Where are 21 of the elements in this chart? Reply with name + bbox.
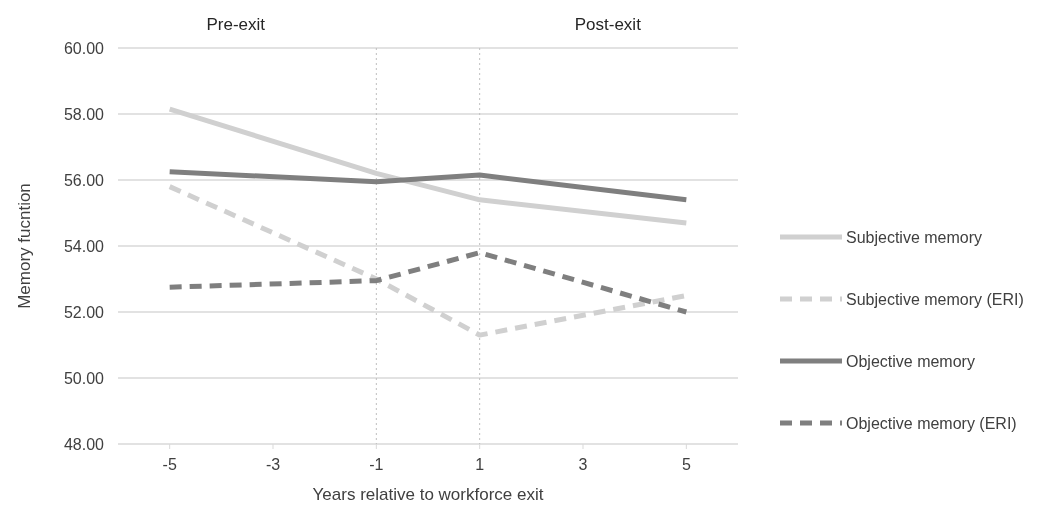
y-tick-label: 48.00 [63, 436, 105, 453]
x-tick-label: 5 [681, 456, 691, 473]
y-tick-label: 60.00 [63, 40, 105, 57]
legend-label: Subjective memory [846, 229, 983, 246]
y-axis-title: Memory fucntion [15, 183, 34, 309]
legend-label: Subjective memory (ERI) [846, 291, 1024, 308]
x-tick-label: 3 [578, 456, 588, 473]
x-tick-label: 1 [475, 456, 485, 473]
y-tick-label: 52.00 [63, 304, 105, 321]
x-tick-label: -5 [162, 456, 177, 473]
text: Post-exit [574, 15, 642, 34]
y-tick-label: 56.00 [63, 172, 105, 189]
text: Pre-exit [206, 15, 266, 34]
x-axis-title: Years relative to workforce exit [312, 485, 544, 504]
x-tick-label: -1 [369, 456, 384, 473]
y-tick-label: 54.00 [63, 238, 105, 255]
legend-label: Objective memory [846, 353, 975, 370]
legend-label: Objective memory (ERI) [846, 415, 1017, 432]
y-tick-label: 50.00 [63, 370, 105, 387]
x-tick-label: -3 [265, 456, 281, 473]
y-tick-label: 58.00 [63, 106, 105, 123]
